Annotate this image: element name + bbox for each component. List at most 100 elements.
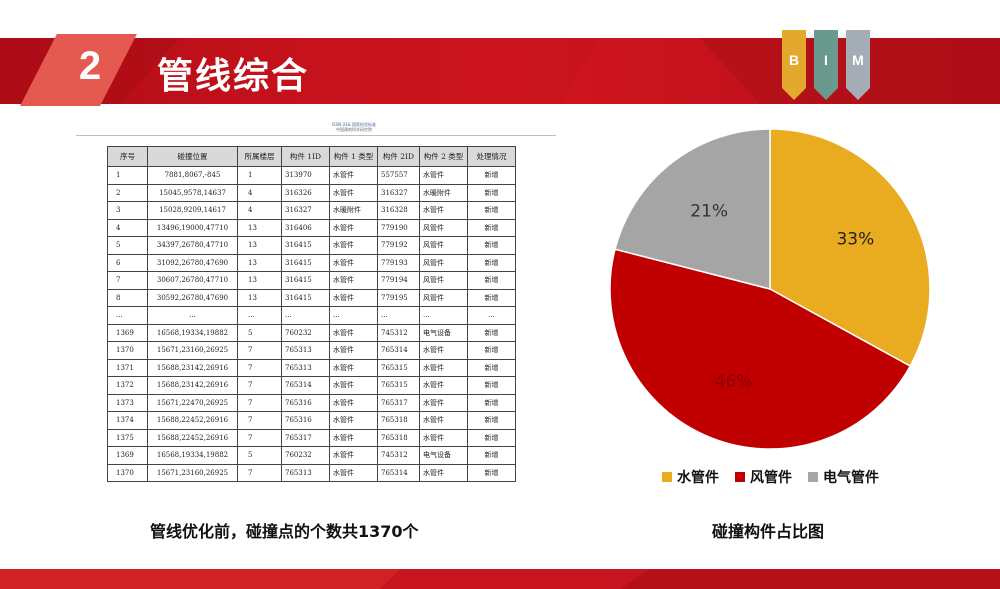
table-cell: 745312 xyxy=(377,446,420,465)
table-cell: 15688,23142,26916 xyxy=(147,376,238,395)
table-cell: 7 xyxy=(237,428,282,447)
table-cell: 新增 xyxy=(467,446,516,465)
table-cell: 765315 xyxy=(377,376,420,395)
table-cell: 水管件 xyxy=(329,271,378,290)
table-cell: 新增 xyxy=(467,253,516,272)
table-cell: 水管件 xyxy=(419,393,468,412)
table-cell: 水管件 xyxy=(329,463,378,482)
pie-data-label: 46% xyxy=(715,372,753,392)
table-cell: 8 xyxy=(107,288,148,307)
table-cell: 15688,22452,26916 xyxy=(147,411,238,430)
table-cell: 1 xyxy=(237,166,282,185)
document-header: ISSN 03& 国家检验标准 中国建筑科学研究院 xyxy=(294,122,414,132)
table-cell: 765313 xyxy=(281,358,330,377)
table-row: ........................ xyxy=(107,306,516,325)
pie-slice xyxy=(769,128,931,368)
table-cell: 316406 xyxy=(281,218,330,237)
table-cell: 13 xyxy=(237,236,282,255)
table-cell: 31092,26780,47690 xyxy=(147,253,238,272)
table-cell: 风管件 xyxy=(419,288,468,307)
table-cell: 30592,26780,47690 xyxy=(147,288,238,307)
table-row: 8 30592,26780,47690 13 316415 水管件 779195 风管件 新增 xyxy=(107,288,516,307)
table-row: 1372 15688,23142,26916 7 765314 水管件 765315 水管件… xyxy=(107,376,516,395)
bim-ribbon-i: I xyxy=(814,30,838,100)
table-cell: 新增 xyxy=(467,271,516,290)
footer-bar xyxy=(0,569,1000,589)
table-cell: 13 xyxy=(237,271,282,290)
table-cell: 7 xyxy=(237,376,282,395)
table-cell: 水管件 xyxy=(419,376,468,395)
table-cell: 7 xyxy=(237,341,282,360)
table-cell: 15671,22470,26925 xyxy=(147,393,238,412)
table-row: 1370 15671,23160,26925 7 765313 水管件 765314 水管件… xyxy=(107,463,516,482)
table-cell: 1370 xyxy=(107,341,148,360)
table-cell: 水管件 xyxy=(419,358,468,377)
table-cell: 水管件 xyxy=(329,446,378,465)
table-cell: 316326 xyxy=(281,183,330,202)
table-header-cell: 处理情况 xyxy=(467,146,516,167)
table-cell: 13 xyxy=(237,218,282,237)
table-cell: 765317 xyxy=(281,428,330,447)
table-cell: 779190 xyxy=(377,218,420,237)
table-cell: 765316 xyxy=(281,393,330,412)
table-header-cell: 构件 2ID xyxy=(377,146,420,167)
table-cell: 电气设备 xyxy=(419,446,468,465)
pie-data-label: 21% xyxy=(690,202,728,222)
table-cell: 15028,9209,14617 xyxy=(147,201,238,220)
table-cell: 316415 xyxy=(281,271,330,290)
table-row: 1 7881,8067,-845 1 313970 水管件 557557 水管件 新增 xyxy=(107,166,516,185)
table-cell: 新增 xyxy=(467,341,516,360)
table-cell: 13496,19000,47710 xyxy=(147,218,238,237)
table-cell: 316327 xyxy=(377,183,420,202)
table-cell: 水管件 xyxy=(329,236,378,255)
table-cell: 313970 xyxy=(281,166,330,185)
table-cell: 5 xyxy=(237,446,282,465)
table-cell: 1373 xyxy=(107,393,148,412)
table-cell: 765314 xyxy=(377,463,420,482)
table-cell: 电气设备 xyxy=(419,323,468,342)
table-cell: ... xyxy=(329,306,378,325)
table-cell: 15671,23160,26925 xyxy=(147,341,238,360)
table-header-row: 序号 碰撞位置 所属楼层 构件 1ID 构件 1 类型 构件 2ID 构件 2 类型 处理情况 xyxy=(107,146,516,167)
table-cell: 7 xyxy=(237,358,282,377)
table-cell: 765316 xyxy=(281,411,330,430)
table-row: 1370 15671,23160,26925 7 765313 水管件 765314 水管件… xyxy=(107,341,516,360)
table-cell: 水管件 xyxy=(329,358,378,377)
table-cell: 34397,26780,47710 xyxy=(147,236,238,255)
legend-swatch xyxy=(735,472,745,482)
collision-table-panel: ISSN 03& 国家检验标准 中国建筑科学研究院 序号 碰撞位置 所属楼层 构件 1… xyxy=(76,114,556,484)
table-header-cell: 序号 xyxy=(107,146,148,167)
table-cell: 765314 xyxy=(281,376,330,395)
table-cell: 新增 xyxy=(467,323,516,342)
table-caption: 管线优化前，碰撞点的个数共1370个 xyxy=(150,522,419,541)
legend-swatch xyxy=(808,472,818,482)
table-header-cell: 构件 2 类型 xyxy=(419,146,468,167)
legend-swatch xyxy=(662,472,672,482)
table-cell: 水管件 xyxy=(329,183,378,202)
table-row: 2 15045,9578,14637 4 316326 水管件 316327 水暖附件 新增 xyxy=(107,183,516,202)
table-cell: ... xyxy=(281,306,330,325)
table-row: 1369 16568,19334,19882 5 760232 水管件 745312 电气设… xyxy=(107,446,516,465)
table-cell: 7 xyxy=(237,393,282,412)
table-cell: 水管件 xyxy=(419,166,468,185)
table-cell: 新增 xyxy=(467,218,516,237)
table-cell: 1370 xyxy=(107,463,148,482)
table-cell: 779194 xyxy=(377,271,420,290)
legend-item: 水管件 xyxy=(662,467,719,487)
table-cell: 新增 xyxy=(467,376,516,395)
legend-item: 电气管件 xyxy=(808,467,879,487)
table-cell: 765318 xyxy=(377,428,420,447)
table-cell: 6 xyxy=(107,253,148,272)
table-cell: 765313 xyxy=(281,341,330,360)
table-cell: 30607,26780,47710 xyxy=(147,271,238,290)
table-cell: 1371 xyxy=(107,358,148,377)
document-header-line2: 中国建筑科学研究院 xyxy=(336,127,372,132)
bim-letter-m: M xyxy=(852,52,864,68)
table-cell: 316327 xyxy=(281,201,330,220)
table-cell: 风管件 xyxy=(419,253,468,272)
table-row: 6 31092,26780,47690 13 316415 水管件 779193 风管件 新增 xyxy=(107,253,516,272)
document-rule xyxy=(76,135,556,136)
table-cell: 新增 xyxy=(467,166,516,185)
table-cell: 1369 xyxy=(107,323,148,342)
table-cell: 13 xyxy=(237,288,282,307)
